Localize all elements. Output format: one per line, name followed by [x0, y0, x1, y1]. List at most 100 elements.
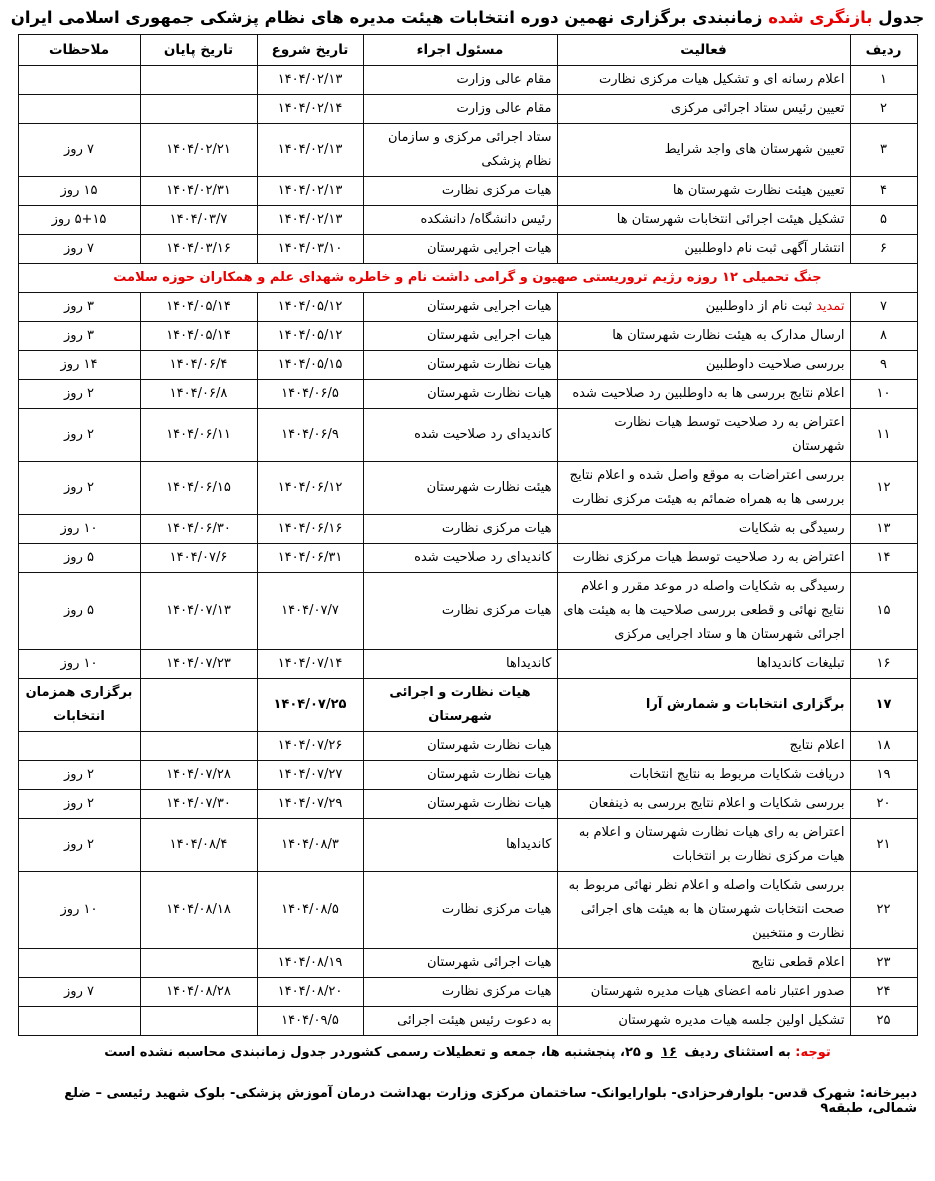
table-row: ۱۷ برگزاری انتخابات و شمارش آرا هیات نظارت… [17, 678, 918, 732]
end-date-cell: ۱۴۰۴/۰۷/۱۳ [139, 572, 258, 650]
start-date-cell: ۱۴۰۴/۰۲/۱۳ [256, 65, 364, 95]
notes-cell: ۲ روز [17, 379, 141, 409]
start-date-cell: ۱۴۰۴/۰۸/۳ [256, 818, 364, 872]
notes-cell: ۷ روز [17, 123, 141, 177]
executor-cell: ستاد اجرائی مرکزی و سازمان نظام پزشکی [362, 123, 558, 177]
executor-cell: هیات نظارت شهرستان [362, 789, 558, 819]
table-header-row: ردیف فعالیت مسئول اجراء تاریخ شروع تاریخ پای… [17, 34, 918, 66]
executor-cell: هیات اجرایی شهرستان [362, 321, 558, 351]
notes-cell: ۲ روز [17, 789, 141, 819]
executor-cell: کاندیداها [362, 649, 558, 679]
secretariat-address: دبیرخانه: شهرک قدس- بلوارفرحزادی- بلوارا… [64, 1086, 917, 1116]
notes-cell: ۳ روز [17, 321, 141, 351]
executor-cell: هیات نظارت و اجرائی شهرستان [362, 678, 558, 732]
executor-cell: هیات مرکزی نظارت [362, 176, 558, 206]
row-number-cell: ۱۱ [849, 408, 918, 462]
row-number-cell: ۳ [849, 123, 918, 177]
executor-cell: رئیس دانشگاه/ دانشکده [362, 205, 558, 235]
table-row: ۹ بررسی صلاحیت داوطلبین هیات نظارت شهرستان… [17, 350, 918, 380]
start-date-cell: ۱۴۰۴/۰۵/۱۲ [256, 321, 364, 351]
notes-cell: ۱۴ روز [17, 350, 141, 380]
notes-cell [17, 1006, 141, 1036]
note-label: توجه: [795, 1045, 831, 1060]
start-date-cell: ۱۴۰۴/۰۶/۳۱ [256, 543, 364, 573]
table-row: ۲۲ بررسی شکایات واصله و اعلام نظر نهائی م… [17, 871, 918, 949]
start-date-cell: ۱۴۰۴/۰۷/۷ [256, 572, 364, 650]
executor-cell: هیات نظارت شهرستان [362, 731, 558, 761]
row-number-cell: ۱۷ [849, 678, 918, 732]
end-date-cell [139, 678, 258, 732]
start-date-cell: ۱۴۰۴/۰۸/۵ [256, 871, 364, 949]
activity-cell: تشکیل هیئت اجرائی انتخابات شهرستان ها [556, 205, 851, 235]
row-number-cell: ۲ [849, 94, 918, 124]
executor-cell: کاندیدای رد صلاحیت شده [362, 543, 558, 573]
end-date-cell [139, 731, 258, 761]
executor-cell: کاندیدای رد صلاحیت شده [362, 408, 558, 462]
table-row: ۱۸ اعلام نتایج هیات نظارت شهرستان ۱۴۰۴/۰۷/۲… [17, 731, 918, 761]
row-number-cell: ۶ [849, 234, 918, 264]
end-date-cell: ۱۴۰۴/۰۷/۳۰ [139, 789, 258, 819]
footnote: توجه: به استثنای ردیف ۱۶ و ۲۵، پنجشنبه ه… [0, 1045, 935, 1060]
table-row: ۱۰ اعلام نتایج بررسی ها به داوطلبین رد صل… [17, 379, 918, 409]
end-date-cell: ۱۴۰۴/۰۸/۴ [139, 818, 258, 872]
end-date-cell: ۱۴۰۴/۰۶/۸ [139, 379, 258, 409]
table-row: ۲۵ تشکیل اولین جلسه هیات مدیره شهرستان به … [17, 1006, 918, 1036]
table-row: ۷ تمدید ثبت نام از داوطلبین هیات اجرایی شه… [17, 292, 918, 322]
end-date-cell: ۱۴۰۴/۰۶/۴ [139, 350, 258, 380]
row-number-cell: ۵ [849, 205, 918, 235]
executor-cell: هیئت نظارت شهرستان [362, 461, 558, 515]
title-rest: زمانبندی برگزاری نهمین دوره انتخابات هیئ… [10, 8, 763, 27]
table-row: ۱ اعلام رسانه ای و تشکیل هیات مرکزی نظارت… [17, 65, 918, 95]
column-header: تاریخ شروع [256, 34, 364, 66]
activity-cell: اعلام نتایج بررسی ها به داوطلبین رد صلاح… [556, 379, 851, 409]
activity-cell: برگزاری انتخابات و شمارش آرا [556, 678, 851, 732]
activity-cell: اعلام قطعی نتایج [556, 948, 851, 978]
column-header: ملاحظات [17, 34, 141, 66]
row-number-cell: ۱ [849, 65, 918, 95]
executor-cell: کاندیداها [362, 818, 558, 872]
notes-cell: ۲ روز [17, 760, 141, 790]
row-number-cell: ۱۸ [849, 731, 918, 761]
table-row: ۲ تعیین رئیس ستاد اجرائی مرکزی مقام عالی و… [17, 94, 918, 124]
row-number-cell: ۴ [849, 176, 918, 206]
title-prefix: جدول [878, 8, 925, 27]
end-date-cell [139, 94, 258, 124]
column-header: تاریخ پایان [139, 34, 258, 66]
end-date-cell [139, 1006, 258, 1036]
table-row: ۲۰ بررسی شکایات و اعلام نتایج بررسی به ذی… [17, 789, 918, 819]
start-date-cell: ۱۴۰۴/۰۶/۱۲ [256, 461, 364, 515]
row-number-cell: ۱۵ [849, 572, 918, 650]
banner-row: جنگ تحمیلی ۱۲ روزه رژیم تروریستی صهیون و… [17, 263, 918, 293]
notes-cell [17, 65, 141, 95]
activity-cell: اعتراض به رای هیات نظارت شهرستان و اعلام… [556, 818, 851, 872]
executor-cell: هیات مرکزی نظارت [362, 572, 558, 650]
activity-cell: بررسی صلاحیت داوطلبین [556, 350, 851, 380]
table-row: ۱۴ اعتراض به رد صلاحیت توسط هیات مرکزی نظ… [17, 543, 918, 573]
column-header: ردیف [849, 34, 918, 66]
row-number-cell: ۷ [849, 292, 918, 322]
executor-cell: هیات اجرایی شهرستان [362, 292, 558, 322]
activity-cell: انتشار آگهی ثبت نام داوطلبین [556, 234, 851, 264]
row-number-cell: ۲۰ [849, 789, 918, 819]
start-date-cell: ۱۴۰۴/۰۶/۱۶ [256, 514, 364, 544]
row-number-cell: ۱۳ [849, 514, 918, 544]
table-row: ۱۵ رسیدگی به شکایات واصله در موعد مقرر و … [17, 572, 918, 650]
note-underlined-number: ۱۶ [661, 1045, 677, 1060]
activity-cell: تبلیغات کاندیداها [556, 649, 851, 679]
start-date-cell: ۱۴۰۴/۰۷/۲۹ [256, 789, 364, 819]
activity-cell: دریافت شکایات مربوط به نتایج انتخابات [556, 760, 851, 790]
start-date-cell: ۱۴۰۴/۰۵/۱۲ [256, 292, 364, 322]
start-date-cell: ۱۴۰۴/۰۷/۲۶ [256, 731, 364, 761]
end-date-cell: ۱۴۰۴/۰۶/۱۱ [139, 408, 258, 462]
executor-cell: هیات اجرائی شهرستان [362, 948, 558, 978]
notes-cell: ۵+۱۵ روز [17, 205, 141, 235]
table-row: ۲۴ صدور اعتبار نامه اعضای هیات مدیره شهرس… [17, 977, 918, 1007]
end-date-cell: ۱۴۰۴/۰۸/۱۸ [139, 871, 258, 949]
start-date-cell: ۱۴۰۴/۰۵/۱۵ [256, 350, 364, 380]
table-row: ۱۹ دریافت شکایات مربوط به نتایج انتخابات ه… [17, 760, 918, 790]
notes-cell: ۷ روز [17, 234, 141, 264]
notes-cell: ۱۰ روز [17, 649, 141, 679]
activity-cell: ارسال مدارک به هیئت نظارت شهرستان ها [556, 321, 851, 351]
start-date-cell: ۱۴۰۴/۰۲/۱۴ [256, 94, 364, 124]
notes-cell: ۷ روز [17, 977, 141, 1007]
